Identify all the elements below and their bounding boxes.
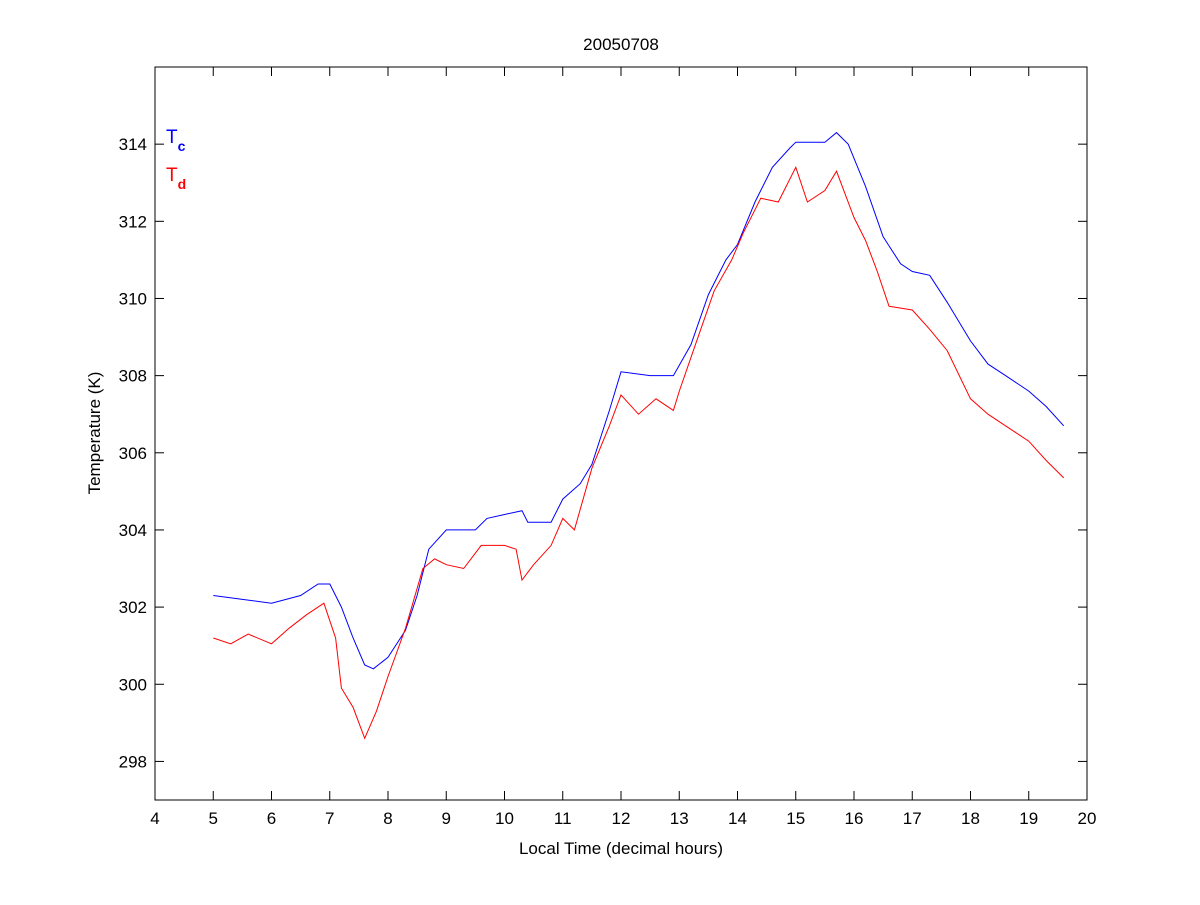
y-tick-label: 300 <box>119 675 147 694</box>
x-tick-label: 19 <box>1019 809 1038 828</box>
x-tick-label: 14 <box>728 809 747 828</box>
legend-td-name: T <box>166 165 178 186</box>
y-tick-label: 302 <box>119 598 147 617</box>
x-tick-label: 18 <box>961 809 980 828</box>
x-tick-label: 9 <box>442 809 451 828</box>
series-line-tc <box>213 131 1065 670</box>
x-tick-label: 11 <box>554 809 572 828</box>
y-tick-label: 304 <box>119 521 147 540</box>
axis-ticks: 4 5 6 7 8 9 10 11 12 13 14 15 16 17 18 19 20 298 300 302 304… <box>119 67 1097 828</box>
y-tick-label: 298 <box>119 752 147 771</box>
x-tick-label: 10 <box>495 809 514 828</box>
series-line-td <box>213 166 1065 740</box>
legend: Tc Td <box>166 127 186 192</box>
x-tick-label: 13 <box>670 809 689 828</box>
y-tick-label: 310 <box>119 289 147 308</box>
x-tick-label: 20 <box>1078 809 1097 828</box>
legend-tc-name: T <box>166 127 178 148</box>
x-tick-label: 6 <box>267 809 276 828</box>
series-lines <box>213 131 1065 740</box>
y-tick-label: 312 <box>119 212 147 231</box>
x-tick-label: 16 <box>845 809 864 828</box>
x-tick-label: 17 <box>903 809 922 828</box>
y-axis-label: Temperature (K) <box>85 372 104 495</box>
legend-tc-subscript: c <box>178 138 186 154</box>
legend-td-subscript: d <box>178 176 187 192</box>
y-tick-label: 306 <box>119 444 147 463</box>
chart-title: 20050708 <box>583 35 659 54</box>
x-tick-label: 4 <box>150 809 159 828</box>
y-tick-label: 308 <box>119 367 147 386</box>
y-tick-label: 314 <box>119 135 147 154</box>
x-axis-label: Local Time (decimal hours) <box>519 839 723 858</box>
x-tick-label: 7 <box>325 809 334 828</box>
x-tick-label: 12 <box>612 809 631 828</box>
x-tick-label: 15 <box>786 809 805 828</box>
legend-entry-tc: Tc <box>166 127 186 154</box>
plot-box <box>154 66 1088 801</box>
legend-entry-td: Td <box>166 165 186 192</box>
x-tick-label: 5 <box>209 809 218 828</box>
x-tick-label: 8 <box>383 809 392 828</box>
